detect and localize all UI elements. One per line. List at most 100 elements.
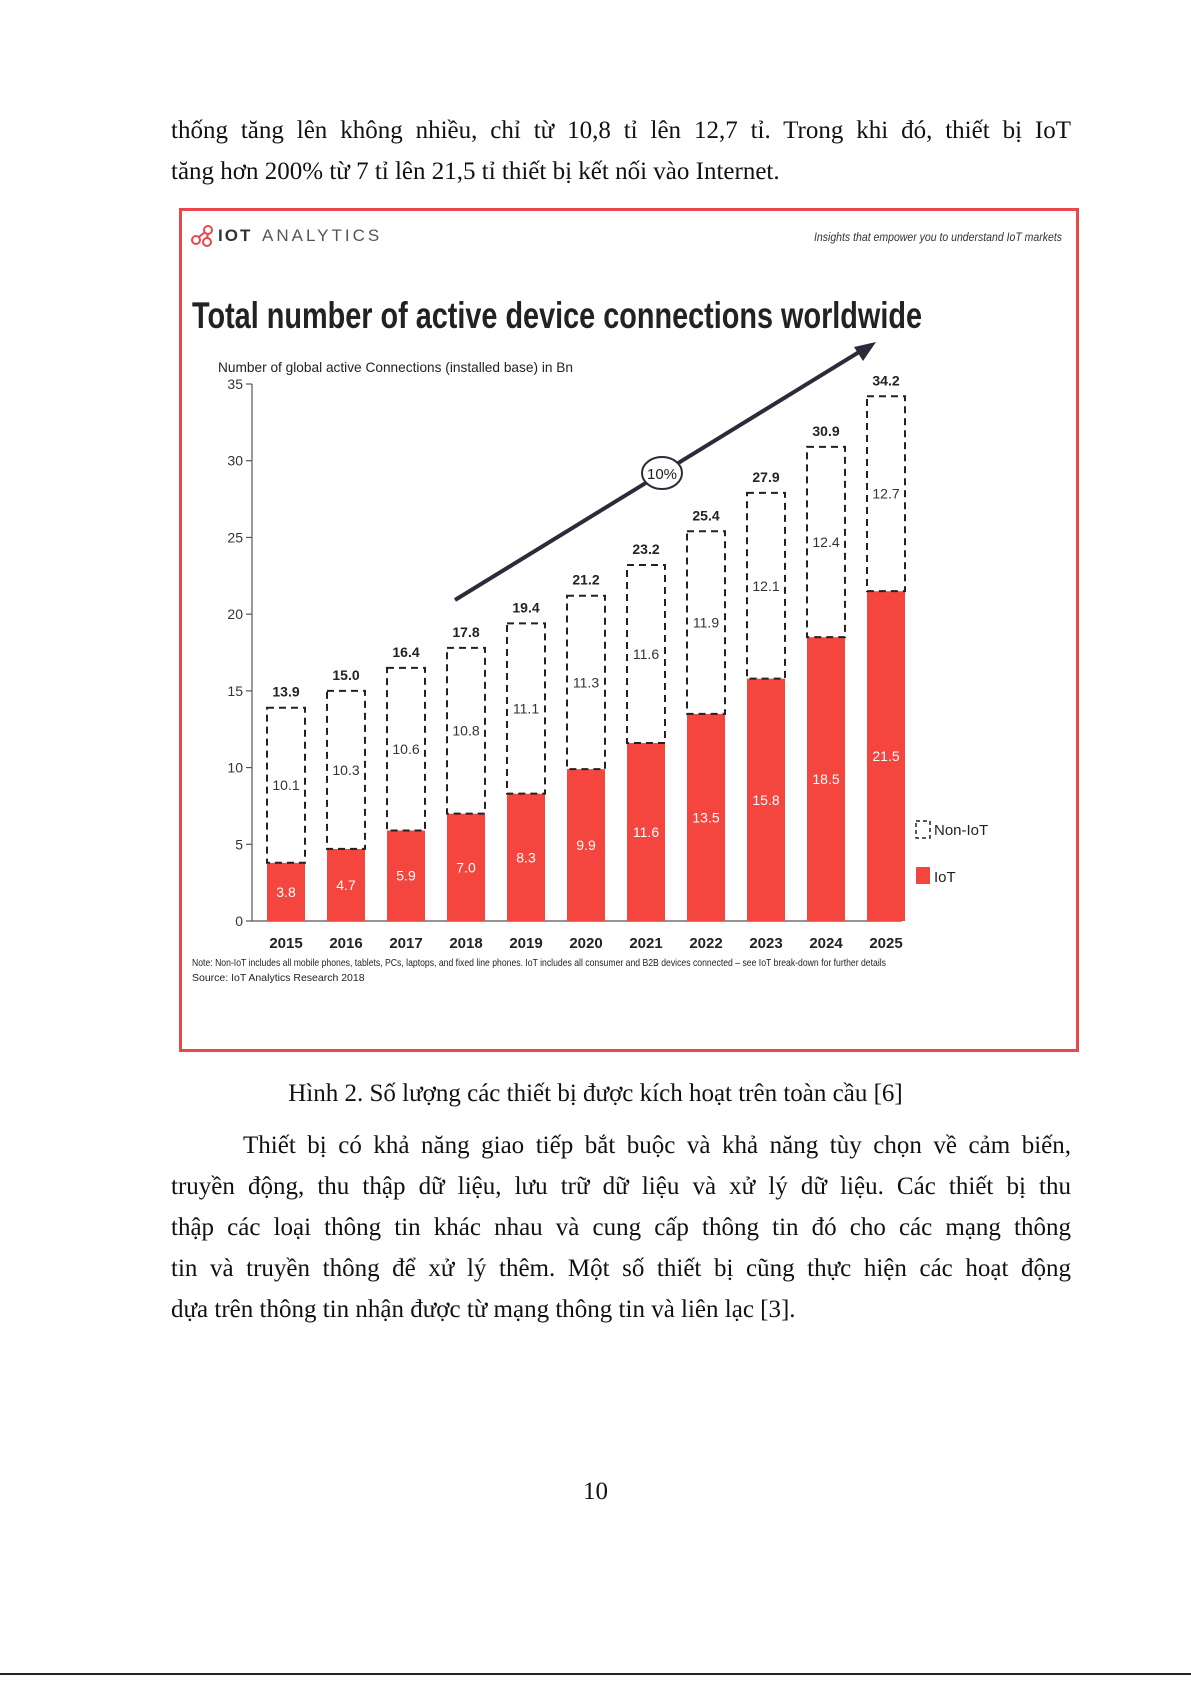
bar-iot — [327, 848, 365, 921]
body-paragraph: Thiết bị có khả năng giao tiếp bắt buộc … — [171, 1125, 1071, 1330]
bar-total-label: 25.4 — [692, 507, 719, 523]
brand-bold: IOT — [218, 226, 252, 245]
iot-analytics-logo: IOT ANALYTICS — [191, 225, 382, 247]
bar-label-non-iot: 12.1 — [752, 578, 779, 594]
bar-non-iot — [626, 564, 666, 745]
bar-total-label: 13.9 — [272, 684, 299, 700]
text-line: thống tăng lên không nhiều, chỉ từ 10,8 … — [171, 117, 1071, 144]
bar-label-iot: 18.5 — [812, 771, 839, 787]
bar-non-iot — [686, 530, 726, 715]
x-tick-label: 2020 — [569, 935, 602, 952]
arrow-head-icon — [854, 342, 876, 361]
bar-non-iot — [326, 689, 366, 850]
x-tick-label: 2022 — [689, 935, 722, 952]
bar-label-iot: 21.5 — [872, 748, 899, 764]
y-ticks: 0 5 10 15 20 25 30 35 — [227, 376, 252, 929]
page-number: 10 — [583, 1478, 608, 1505]
bar-non-iot — [266, 706, 306, 864]
text-line: truyền động, thu thập dữ liệu, lưu trữ d… — [171, 1173, 1071, 1200]
legend-label-iot: IoT — [934, 869, 956, 886]
text-line: thập các loại thông tin khác nhau và cun… — [171, 1214, 1071, 1241]
x-tick-label: 2016 — [329, 935, 362, 952]
y-tick-label: 35 — [227, 376, 243, 392]
x-tick-label: 2023 — [749, 935, 782, 952]
y-tick-label: 30 — [227, 453, 243, 469]
bar-iot — [867, 591, 905, 921]
bar-iot — [447, 813, 485, 921]
text-line: tăng hơn 200% từ 7 tỉ lên 21,5 tỉ thiết … — [171, 158, 780, 185]
bar-total-label: 15.0 — [332, 667, 359, 683]
x-tick-label: 2025 — [869, 935, 902, 952]
bar-label-non-iot: 10.3 — [332, 762, 359, 778]
chart-title: Total number of active device connection… — [192, 295, 922, 336]
bar-total-label: 27.9 — [752, 469, 779, 485]
legend-swatch-iot — [916, 867, 930, 884]
bar-label-iot: 13.5 — [692, 809, 719, 825]
tagline: Insights that empower you to understand … — [814, 230, 1062, 244]
bar-non-iot — [386, 666, 426, 832]
bar-non-iot — [506, 622, 546, 795]
bar-label-iot: 8.3 — [516, 849, 536, 865]
bar-label-non-iot: 11.9 — [693, 615, 719, 631]
bar-total-label: 34.2 — [872, 372, 899, 388]
growth-arrow: 10% — [453, 342, 876, 602]
y-tick-label: 10 — [227, 760, 243, 776]
text-line: Thiết bị có khả năng giao tiếp bắt buộc … — [243, 1132, 1071, 1159]
bar-label-non-iot: 11.6 — [633, 646, 659, 662]
y-tick-label: 0 — [235, 913, 243, 929]
growth-badge — [641, 456, 683, 490]
bar-iot — [627, 743, 665, 921]
y-tick-label: 5 — [235, 836, 243, 852]
bar-label-non-iot: 10.6 — [392, 741, 419, 757]
chart-source: Source: IoT Analytics Research 2018 — [192, 972, 365, 984]
bar-total-label: 21.2 — [572, 572, 599, 588]
bar-label-iot: 7.0 — [456, 859, 476, 875]
bar-total-label: 23.2 — [632, 541, 659, 557]
bar-label-non-iot: 10.8 — [452, 723, 479, 739]
bar-iot — [387, 830, 425, 921]
y-axis-label: Number of global active Connections (ins… — [218, 359, 573, 375]
y-tick-label: 20 — [227, 606, 243, 622]
bar-label-non-iot: 11.3 — [573, 674, 599, 690]
bar-label-non-iot: 10.1 — [272, 777, 299, 793]
chart-note: Note: Non-IoT includes all mobile phones… — [192, 957, 886, 969]
bar-label-iot: 15.8 — [752, 792, 779, 808]
bar-label-iot: 9.9 — [576, 837, 596, 853]
bar-iot — [507, 793, 545, 921]
x-tick-label: 2019 — [509, 935, 542, 952]
y-tick-label: 25 — [227, 529, 243, 545]
network-icon — [191, 225, 213, 247]
x-tick-label: 2021 — [629, 935, 662, 952]
bar-total-label: 16.4 — [392, 644, 419, 660]
x-tick-label: 2018 — [449, 935, 482, 952]
intro-paragraph: thống tăng lên không nhiều, chỉ từ 10,8 … — [171, 110, 1071, 192]
bar-non-iot — [446, 646, 486, 815]
bar-label-non-iot: 12.4 — [812, 534, 839, 550]
bar-label-non-iot: 12.7 — [872, 486, 899, 502]
legend-label-non-iot: Non-IoT — [934, 822, 988, 839]
chart-figure: IOT ANALYTICS Insights that empower you … — [179, 208, 1079, 1052]
bar-label-iot: 4.7 — [336, 877, 356, 893]
text-line: tin và truyền thông để xử lý thêm. Một s… — [171, 1255, 1071, 1282]
bar-iot — [267, 862, 305, 921]
bar-label-iot: 11.6 — [633, 824, 659, 840]
page-bottom-rule — [0, 1673, 1191, 1675]
x-tick-label: 2024 — [809, 935, 843, 952]
brand-light: ANALYTICS — [262, 226, 382, 245]
bar-label-iot: 5.9 — [396, 868, 416, 884]
chart-svg: IOT ANALYTICS Insights that empower you … — [191, 225, 1062, 984]
figure-caption: Hình 2. Số lượng các thiết bị được kích … — [288, 1080, 903, 1107]
y-tick-label: 15 — [227, 683, 243, 699]
bar-non-iot — [866, 395, 906, 593]
bar-iot — [687, 713, 725, 921]
growth-label: 10% — [647, 466, 677, 483]
bar-total-label: 19.4 — [512, 599, 539, 615]
bar-total-label: 17.8 — [452, 624, 479, 640]
bar-iot — [747, 678, 785, 921]
legend: Non-IoT IoT — [915, 820, 988, 886]
legend-swatch-non-iot — [915, 820, 931, 839]
x-tick-label: 2015 — [269, 935, 302, 952]
bar-label-non-iot: 11.1 — [513, 701, 539, 717]
bar-non-iot — [806, 445, 846, 639]
bar-label-iot: 3.8 — [276, 884, 296, 900]
